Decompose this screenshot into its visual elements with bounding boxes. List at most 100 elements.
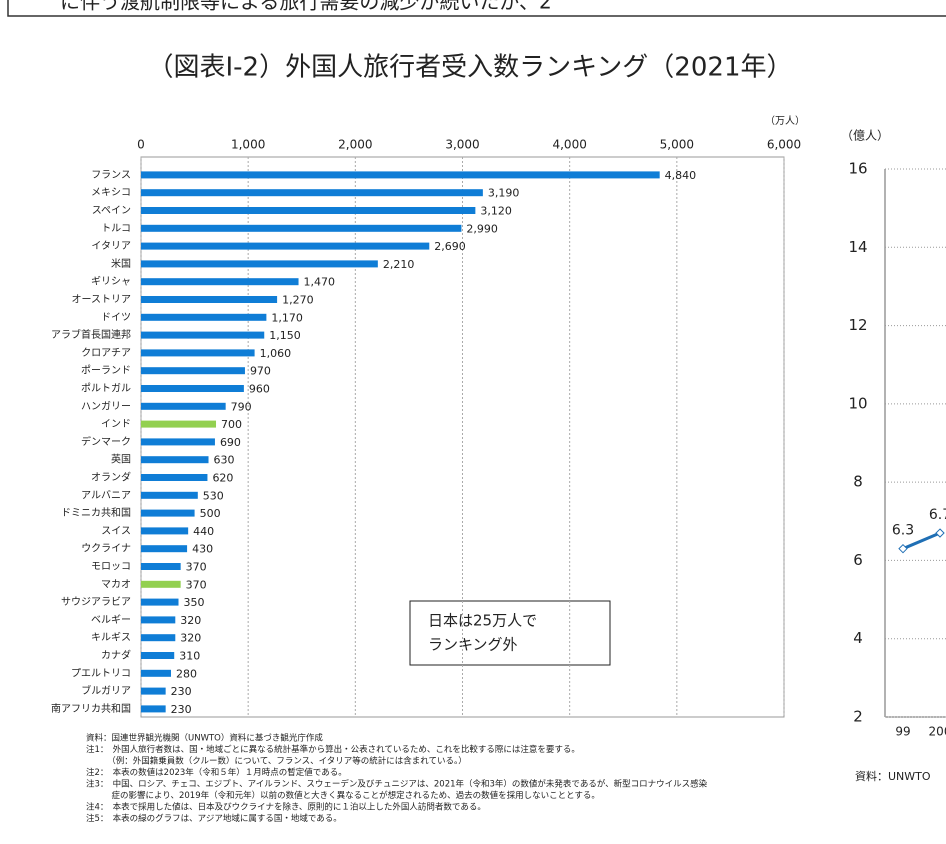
y-tick-label: ドミニカ共和国 <box>61 507 131 519</box>
y-tick-label: プエルトリコ <box>71 667 131 679</box>
y-tick-label: フランス <box>91 169 131 181</box>
value-label: 500 <box>200 507 221 520</box>
value-label: 2,690 <box>434 240 466 253</box>
value-label: 230 <box>171 685 192 698</box>
value-label: 4,840 <box>665 169 697 182</box>
value-label: 370 <box>186 561 207 574</box>
bar <box>141 189 483 197</box>
y-tick-label: イタリア <box>91 240 131 252</box>
y-tick-label: 2 <box>853 708 863 726</box>
y-tick-label: ベルギー <box>91 614 131 626</box>
bar <box>141 705 166 713</box>
marker <box>898 543 908 554</box>
y-tick-label: インド <box>101 419 131 430</box>
y-tick-label: アラブ首長国連邦 <box>51 328 131 341</box>
y-tick-label: オランダ <box>91 471 131 484</box>
unit-label: （万人） <box>765 115 805 127</box>
line <box>902 531 941 551</box>
bar <box>141 420 217 428</box>
x-tick-label: 1,000 <box>231 138 265 152</box>
value-label: 1,470 <box>304 276 336 289</box>
x-tick-label: 6,000 <box>767 138 801 152</box>
value-label: 960 <box>249 383 270 396</box>
value-label: 230 <box>171 703 192 716</box>
x-tick-label: 99 <box>895 725 910 739</box>
y-tick-label: 8 <box>853 473 863 491</box>
bar <box>141 385 244 392</box>
value-label: 700 <box>221 418 242 431</box>
x-tick-label: 4,000 <box>552 138 586 152</box>
source: 資料：UNWTO <box>855 769 931 783</box>
y-tick-label: ドイツ <box>101 312 131 323</box>
value-label: 1,170 <box>271 311 303 324</box>
bar <box>141 491 198 499</box>
bar <box>141 598 179 606</box>
value-label: 790 <box>231 400 252 413</box>
value-label: 1,150 <box>269 329 301 342</box>
bar <box>141 331 265 339</box>
value-label: 3,120 <box>480 205 512 218</box>
value-label: 3,190 <box>488 187 520 200</box>
header-text: に伴う渡航制限等による旅行需要の減少が続いたが、2 <box>60 0 552 14</box>
chart-title: （図表Ⅰ-2）外国人旅行者受入数ランキング（2021年） <box>148 53 793 83</box>
bar <box>141 616 176 624</box>
y-tick-label: サウジアラビア <box>61 596 131 608</box>
y-tick-label: 16 <box>848 160 867 178</box>
note: 注1： 外国人旅行者数は、国・地域ごとに異なる統計基準から算出・公表されているた… <box>86 744 580 755</box>
value-label: 970 <box>250 365 271 378</box>
note: 注2： 本表の数値は2023年（令和５年）１月時点の暫定値である。 <box>86 767 347 778</box>
y-tick-label: スペイン <box>92 206 131 217</box>
bar <box>141 456 209 464</box>
y-tick-label: メキシコ <box>91 188 131 199</box>
value-label: 370 <box>186 578 207 591</box>
x-tick-label: 3,000 <box>445 138 479 152</box>
bar <box>141 669 172 677</box>
bar <box>141 313 267 321</box>
x-tick-label: 5,000 <box>660 138 694 152</box>
y-tick-label: アルバニア <box>81 489 131 501</box>
bar <box>141 260 378 268</box>
y-tick-label: デンマーク <box>81 435 131 448</box>
value-label: 320 <box>180 614 201 627</box>
x-tick-label: 2,000 <box>338 138 372 152</box>
y-tick-label: ウクライナ <box>81 543 131 555</box>
y-tick-label: キルギス <box>91 632 131 644</box>
value-label: 1,270 <box>282 294 314 307</box>
value-label: 350 <box>184 596 205 609</box>
y-tick-label: 14 <box>848 238 867 256</box>
value-label: 2,210 <box>383 258 415 271</box>
bar <box>141 652 175 659</box>
value-label: 6.7 <box>929 507 946 523</box>
bar <box>141 580 181 588</box>
bar <box>141 207 476 214</box>
bar <box>141 687 166 695</box>
y-tick-label: ギリシャ <box>91 276 131 288</box>
bar <box>141 563 181 570</box>
y-tick-label: クロアチア <box>81 347 131 359</box>
value-label: 310 <box>179 650 200 663</box>
y-tick-label: 12 <box>848 316 867 334</box>
bar <box>141 171 660 179</box>
note: 注5： 本表の緑のグラフは、アジア地域に属する国・地域である。 <box>86 813 342 824</box>
bar <box>141 367 245 375</box>
y-tick-label: マカオ <box>101 578 131 590</box>
y-tick-label: 10 <box>848 394 867 412</box>
value-label: 530 <box>203 489 224 502</box>
bar <box>141 402 226 410</box>
bar <box>141 527 189 535</box>
bar <box>141 224 462 232</box>
y-tick-label: カナダ <box>101 649 131 662</box>
y-tick-label: ブルガリア <box>81 684 131 697</box>
value-label: 430 <box>192 543 213 556</box>
value-label: 440 <box>193 525 214 538</box>
annotation: 日本は25万人で <box>428 612 537 630</box>
y-tick-label: ハンガリー <box>81 400 131 412</box>
y-tick-label: 6 <box>853 551 863 569</box>
x-tick-label: 200 <box>929 725 946 739</box>
note: 注3： 中国、ロシア、チェコ、エジプト、アイルランド、スウェーデン及びチュニジア… <box>86 779 708 790</box>
y-tick-label: ポーランド <box>81 365 131 377</box>
header-box <box>7 0 946 17</box>
value-label: 280 <box>176 667 197 680</box>
value-label: 620 <box>212 472 233 485</box>
